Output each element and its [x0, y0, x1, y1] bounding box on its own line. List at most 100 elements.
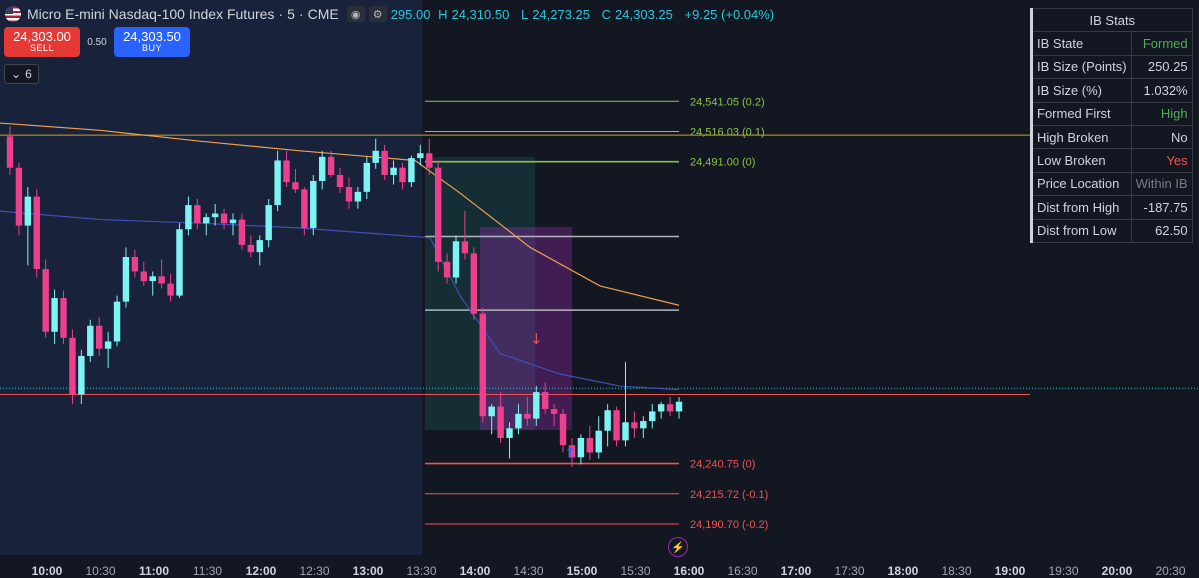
time-tick-label: 18:00: [888, 564, 919, 578]
symbol-title[interactable]: Micro E-mini Nasdaq-100 Index Futures: [27, 6, 275, 22]
low-value: 24,273.25: [532, 6, 591, 22]
candle-body: [274, 160, 281, 206]
sell-price: 24,303.00: [13, 28, 71, 44]
sell-button[interactable]: 24,303.00 SELL: [4, 27, 80, 57]
candle-body: [657, 404, 665, 412]
candle-body: [515, 413, 522, 429]
ib-stat-value: 62.50: [1130, 218, 1193, 243]
time-tick-label: 20:00: [1102, 564, 1133, 578]
separator: ·: [298, 6, 304, 22]
trade-buttons: 24,303.00 SELL 0.50 24,303.50 BUY: [4, 27, 190, 57]
sell-label: SELL: [29, 43, 55, 54]
candle-body: [640, 421, 647, 429]
candle-body: [149, 276, 156, 282]
candle-body: [140, 271, 148, 282]
candle-body: [533, 392, 540, 419]
chevron-down-icon: ⌄: [11, 67, 22, 81]
time-tick-label: 11:00: [139, 564, 169, 578]
candle-body: [461, 241, 469, 254]
candle-body: [354, 191, 362, 202]
ib-stats-table: IB Stats IB State Formed IB Size (Points) 2…: [1030, 7, 1193, 243]
candle-body: [158, 276, 165, 284]
moving-average-orange: [0, 122, 680, 306]
ib-stat-value: 1.032%: [1130, 78, 1193, 103]
candle-body: [452, 241, 460, 278]
time-tick-label: 12:30: [299, 564, 329, 578]
settings-icon[interactable]: ⚙: [368, 6, 387, 22]
candle-body: [6, 136, 14, 168]
eye-icon[interactable]: ◉: [346, 6, 365, 22]
ohlc-readout: 295.00 H 24,310.50 L 24,273.25 C 24,303.25 …: [391, 7, 778, 22]
ib-stats-row: Dist from High -187.75: [1030, 195, 1193, 220]
ib-level-label: 24,541.05 (0.2): [690, 96, 765, 108]
time-tick-label: 16:00: [674, 564, 705, 578]
ib-stats-row: Formed First High: [1030, 101, 1193, 126]
candle-body: [390, 167, 397, 175]
time-tick-label: 17:30: [834, 564, 864, 578]
high-label: H 24,310.50: [438, 6, 510, 22]
candle-body: [506, 428, 513, 438]
candle-body: [675, 401, 683, 412]
session-shade: [0, 0, 422, 555]
ib-level-label: 24,491.00 (0): [690, 157, 755, 169]
time-tick-label: 19:30: [1048, 564, 1078, 578]
candle-body: [229, 219, 237, 224]
candle-body: [104, 341, 112, 349]
time-tick-label: 14:00: [460, 564, 491, 578]
ib-stat-value: No: [1130, 124, 1193, 150]
ib-stats-row: Price Location Within IB: [1030, 171, 1193, 197]
candle-body: [176, 229, 183, 296]
buy-label: BUY: [141, 43, 162, 54]
candle-body: [131, 256, 139, 272]
time-tick-label: 16:30: [727, 564, 757, 578]
time-tick-label: 11:30: [193, 564, 222, 578]
candle-body: [238, 219, 246, 245]
candle-body: [631, 422, 638, 429]
candle-body: [426, 153, 433, 168]
lightning-icon[interactable]: ⚡: [668, 537, 688, 557]
candle-body: [363, 162, 371, 192]
time-tick-label: 13:30: [406, 564, 436, 578]
candle-body: [185, 205, 192, 230]
ib-level-label: 24,240.75 (0): [690, 459, 755, 471]
candle-body: [167, 283, 174, 296]
time-tick-label: 10:00: [32, 564, 63, 578]
ib-stat-value: Yes: [1130, 148, 1193, 173]
interval[interactable]: 5: [287, 6, 295, 22]
time-tick-label: 17:00: [781, 564, 812, 578]
candle-body: [550, 409, 558, 414]
time-tick-label: 15:00: [567, 564, 598, 578]
ib-stat-label: Dist from High: [1030, 195, 1132, 220]
candle-body: [327, 156, 335, 175]
candle-body: [577, 437, 585, 458]
candle-body: [87, 325, 94, 356]
us-flag-icon: [5, 6, 21, 22]
candle-body: [372, 150, 379, 163]
candle-body: [211, 213, 219, 218]
ib-stats-row: High Broken No: [1030, 124, 1193, 150]
candle-body: [568, 445, 576, 458]
ib-stat-label: Price Location: [1030, 171, 1132, 197]
buy-button[interactable]: 24,303.50 BUY: [114, 27, 190, 57]
time-tick-label: 13:00: [353, 564, 384, 578]
candle-body: [381, 150, 388, 175]
exchange: CME: [307, 6, 339, 22]
ib-stat-label: Low Broken: [1030, 148, 1132, 173]
buy-price: 24,303.50: [123, 28, 181, 44]
indicators-toggle[interactable]: ⌄ 6: [4, 64, 39, 84]
time-tick-label: 19:00: [995, 564, 1026, 578]
candle-body: [310, 180, 317, 229]
ib-stats-row: IB Size (Points) 250.25: [1030, 54, 1193, 80]
candle-body: [622, 422, 629, 441]
ib-stats-row: IB State Formed: [1030, 31, 1193, 56]
ib-stat-label: Formed First: [1030, 101, 1132, 126]
candle-body: [122, 256, 130, 302]
candle-body: [649, 411, 656, 422]
ib-stat-label: IB State: [1030, 31, 1132, 56]
low-label: L 24,273.25: [520, 6, 591, 22]
ib-level-label: 24,190.70 (-0.2): [690, 519, 768, 531]
time-tick-label: 20:30: [1155, 564, 1185, 578]
short-box-profit: [480, 227, 572, 430]
time-tick-label: 15:30: [620, 564, 650, 578]
